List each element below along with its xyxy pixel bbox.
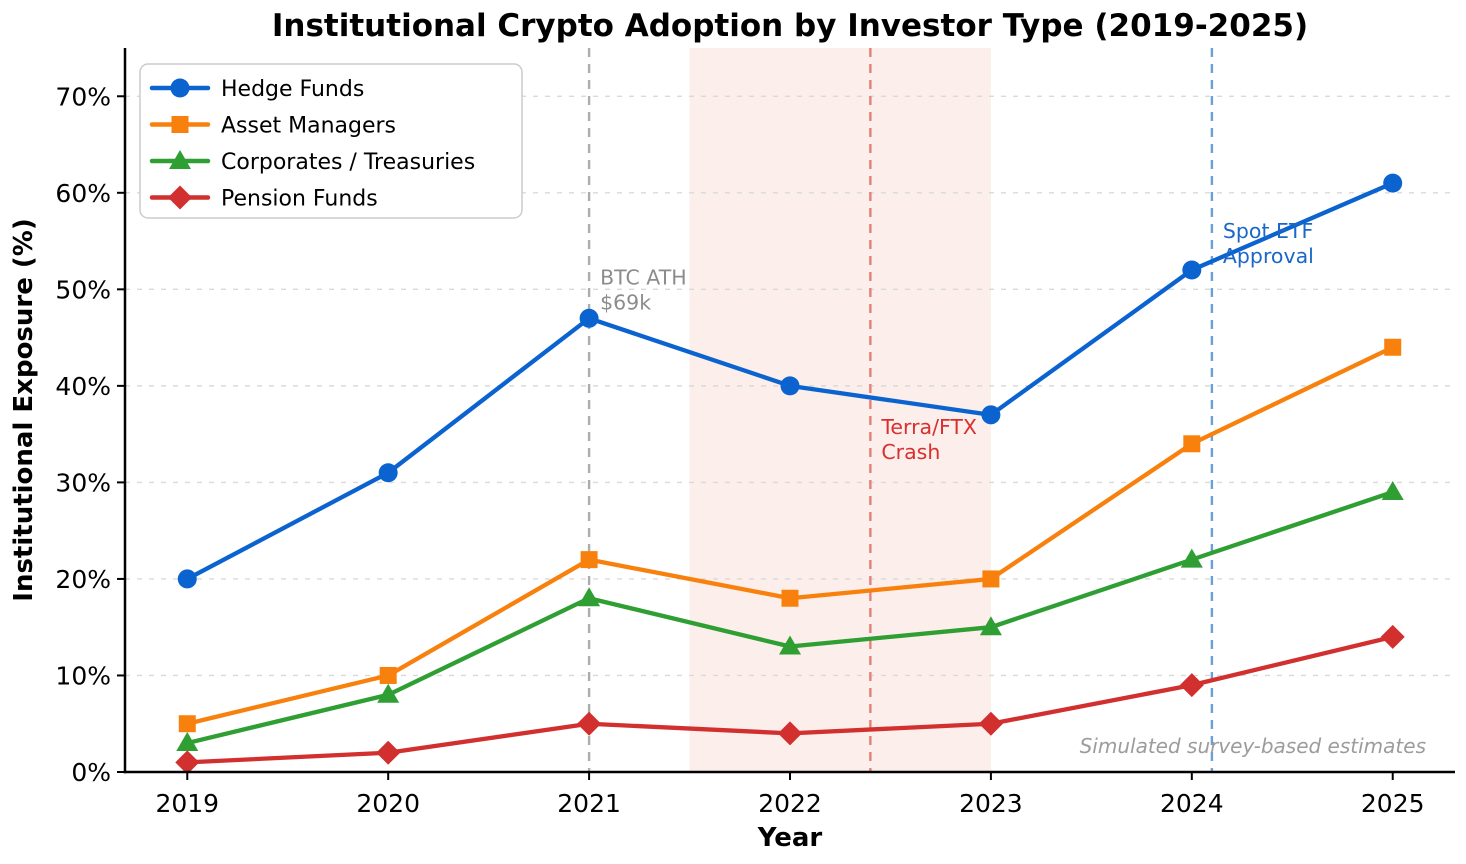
x-tick-label-2021: 2021 xyxy=(557,789,621,818)
x-axis-label: Year xyxy=(757,823,823,853)
legend-box xyxy=(139,63,523,219)
data-point-hedge-funds-2022 xyxy=(780,376,800,396)
y-tick-label-40: 40% xyxy=(55,372,111,401)
x-tick-label-2023: 2023 xyxy=(959,789,1023,818)
data-point-asset-managers-2021 xyxy=(580,551,598,569)
data-point-hedge-funds-2019 xyxy=(177,569,197,589)
data-point-asset-managers-2023 xyxy=(982,570,1000,588)
x-tick-label-2019: 2019 xyxy=(155,789,219,818)
x-tick-label-2020: 2020 xyxy=(356,789,420,818)
y-tick-label-20: 20% xyxy=(55,565,111,594)
y-tick-label-10: 10% xyxy=(55,661,111,690)
plot-layer: BTC ATH $69k Terra/FTX Crash Spot ETF Approva… xyxy=(55,48,1455,818)
data-point-corporates-treasuries-2022 xyxy=(779,635,801,655)
y-tick-label-70: 70% xyxy=(55,82,111,111)
data-point-hedge-funds-2024 xyxy=(1182,260,1202,280)
data-point-asset-managers-2019 xyxy=(178,715,196,733)
data-point-pension-funds-2022 xyxy=(778,721,802,746)
y-axis-label: Institutional Exposure (%) xyxy=(9,218,39,601)
annotation-label-2: Spot ETF Approval xyxy=(1223,219,1314,268)
y-tick-label-30: 30% xyxy=(55,468,111,497)
y-tick-label-0: 0% xyxy=(71,758,111,787)
data-point-hedge-funds-2020 xyxy=(378,463,398,483)
legend-label-hedge-funds: Hedge Funds xyxy=(221,77,364,102)
data-point-pension-funds-2021 xyxy=(577,711,602,736)
data-point-asset-managers-2022 xyxy=(781,589,799,607)
data-point-corporates-treasuries-2024 xyxy=(1180,548,1203,568)
legend-label-asset-managers: Asset Managers xyxy=(221,114,396,139)
annotation-label-0: BTC ATH $69k xyxy=(600,266,687,315)
legend-label-corporates-treasuries: Corporates / Treasuries xyxy=(221,150,475,175)
data-point-pension-funds-2020 xyxy=(376,740,401,765)
legend-marker-asset-managers xyxy=(171,116,189,133)
y-tick-label-50: 50% xyxy=(55,275,111,304)
data-point-corporates-treasuries-2025 xyxy=(1381,481,1404,501)
data-point-pension-funds-2025 xyxy=(1380,624,1405,649)
legend-marker-corporates-treasuries xyxy=(169,150,191,169)
data-point-corporates-treasuries-2023 xyxy=(979,616,1002,636)
y-tick-label-60: 60% xyxy=(55,179,111,208)
data-point-hedge-funds-2023 xyxy=(981,405,1001,425)
x-tick-label-2024: 2024 xyxy=(1160,789,1224,818)
data-point-corporates-treasuries-2020 xyxy=(377,683,400,703)
legend-marker-pension-funds xyxy=(168,185,192,210)
watermark: Simulated survey-based estimates xyxy=(1080,734,1426,758)
data-point-corporates-treasuries-2019 xyxy=(176,732,199,752)
x-tick-label-2022: 2022 xyxy=(758,789,822,818)
x-tick-label-2025: 2025 xyxy=(1361,789,1425,818)
shaded-region-terra-ftx xyxy=(689,48,991,772)
legend-label-pension-funds: Pension Funds xyxy=(221,187,378,212)
annotation-label-1: Terra/FTX Crash xyxy=(880,415,977,464)
data-point-hedge-funds-2025 xyxy=(1383,173,1403,193)
data-point-corporates-treasuries-2021 xyxy=(578,587,601,607)
chart-title: Institutional Crypto Adoption by Investo… xyxy=(272,8,1308,44)
data-point-pension-funds-2019 xyxy=(175,750,200,775)
data-point-asset-managers-2025 xyxy=(1384,338,1402,356)
data-point-asset-managers-2020 xyxy=(379,666,397,684)
data-point-asset-managers-2024 xyxy=(1183,435,1201,453)
data-point-pension-funds-2024 xyxy=(1179,673,1204,698)
legend-marker-hedge-funds xyxy=(170,78,190,98)
data-point-hedge-funds-2021 xyxy=(579,308,599,328)
data-point-pension-funds-2023 xyxy=(978,711,1003,736)
